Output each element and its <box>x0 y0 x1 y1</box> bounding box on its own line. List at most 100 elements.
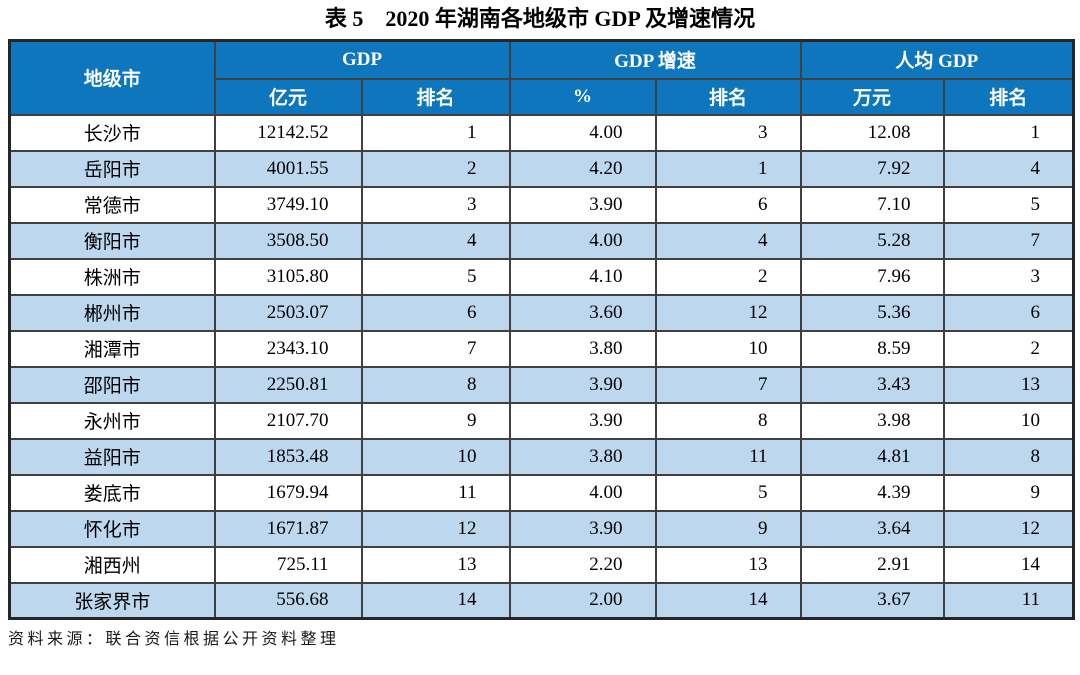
value-cell: 4 <box>654 221 802 260</box>
table-row: 娄底市 1679.94 11 4.00 5 4.39 9 <box>8 473 1075 512</box>
value-cell: 12 <box>654 293 802 332</box>
city-cell: 娄底市 <box>8 473 216 512</box>
value-cell: 1 <box>942 113 1075 152</box>
value-cell: 3749.10 <box>213 185 363 224</box>
value-cell: 7 <box>654 365 802 404</box>
value-cell: 2.00 <box>508 581 657 620</box>
column-header-gdp: GDP <box>213 39 511 80</box>
value-cell: 10 <box>942 401 1075 440</box>
table-row: 邵阳市 2250.81 8 3.90 7 3.43 13 <box>8 365 1075 404</box>
table-row: 岳阳市 4001.55 2 4.20 1 7.92 4 <box>8 149 1075 188</box>
value-cell: 13 <box>942 365 1075 404</box>
value-cell: 6 <box>654 185 802 224</box>
table-row: 湘西州 725.11 13 2.20 13 2.91 14 <box>8 545 1075 584</box>
value-cell: 4.00 <box>508 113 657 152</box>
value-cell: 2 <box>942 329 1075 368</box>
value-cell: 3.98 <box>799 401 945 440</box>
value-cell: 3.67 <box>799 581 945 620</box>
value-cell: 1853.48 <box>213 437 363 476</box>
table-row: 永州市 2107.70 9 3.90 8 3.98 10 <box>8 401 1075 440</box>
value-cell: 3 <box>360 185 511 224</box>
value-cell: 5 <box>942 185 1075 224</box>
value-cell: 2 <box>360 149 511 188</box>
table-row: 常德市 3749.10 3 3.90 6 7.10 5 <box>8 185 1075 224</box>
value-cell: 2503.07 <box>213 293 363 332</box>
value-cell: 556.68 <box>213 581 363 620</box>
value-cell: 4 <box>942 149 1075 188</box>
value-cell: 1671.87 <box>213 509 363 548</box>
value-cell: 8.59 <box>799 329 945 368</box>
value-cell: 4 <box>360 221 511 260</box>
value-cell: 11 <box>360 473 511 512</box>
city-cell: 岳阳市 <box>8 149 216 188</box>
value-cell: 9 <box>360 401 511 440</box>
value-cell: 3.90 <box>508 509 657 548</box>
value-cell: 7.92 <box>799 149 945 188</box>
value-cell: 12 <box>360 509 511 548</box>
value-cell: 2 <box>654 257 802 296</box>
value-cell: 4.20 <box>508 149 657 188</box>
city-cell: 湘西州 <box>8 545 216 584</box>
value-cell: 3508.50 <box>213 221 363 260</box>
value-cell: 2.91 <box>799 545 945 584</box>
value-cell: 14 <box>360 581 511 620</box>
value-cell: 6 <box>942 293 1075 332</box>
city-cell: 怀化市 <box>8 509 216 548</box>
value-cell: 3.64 <box>799 509 945 548</box>
value-cell: 4.39 <box>799 473 945 512</box>
value-cell: 7 <box>360 329 511 368</box>
table-row: 湘潭市 2343.10 7 3.80 10 8.59 2 <box>8 329 1075 368</box>
value-cell: 14 <box>942 545 1075 584</box>
table-row: 株洲市 3105.80 5 4.10 2 7.96 3 <box>8 257 1075 296</box>
value-cell: 6 <box>360 293 511 332</box>
value-cell: 4.00 <box>508 473 657 512</box>
table-row: 衡阳市 3508.50 4 4.00 4 5.28 7 <box>8 221 1075 260</box>
value-cell: 3.90 <box>508 185 657 224</box>
city-cell: 长沙市 <box>8 113 216 152</box>
city-cell: 郴州市 <box>8 293 216 332</box>
value-cell: 1679.94 <box>213 473 363 512</box>
value-cell: 2343.10 <box>213 329 363 368</box>
table-row: 益阳市 1853.48 10 3.80 11 4.81 8 <box>8 437 1075 476</box>
city-cell: 常德市 <box>8 185 216 224</box>
value-cell: 4001.55 <box>213 149 363 188</box>
value-cell: 3.43 <box>799 365 945 404</box>
value-cell: 3.80 <box>508 437 657 476</box>
table-row: 长沙市 12142.52 1 4.00 3 12.08 1 <box>8 113 1075 152</box>
value-cell: 10 <box>360 437 511 476</box>
value-cell: 9 <box>654 509 802 548</box>
value-cell: 3 <box>942 257 1075 296</box>
value-cell: 1 <box>360 113 511 152</box>
table-body: 长沙市 12142.52 1 4.00 3 12.08 1 岳阳市 4001.55 2 4.20 1 7… <box>8 113 1075 620</box>
value-cell: 12 <box>942 509 1075 548</box>
value-cell: 3.60 <box>508 293 657 332</box>
column-header-per-capita-rank: 排名 <box>942 77 1075 116</box>
value-cell: 3105.80 <box>213 257 363 296</box>
column-header-city: 地级市 <box>8 39 216 116</box>
table-header: 地级市 GDP GDP 增速 人均 GDP 亿元 排名 % 排名 万元 排名 <box>8 39 1075 116</box>
city-cell: 邵阳市 <box>8 365 216 404</box>
table-row: 怀化市 1671.87 12 3.90 9 3.64 12 <box>8 509 1075 548</box>
city-cell: 永州市 <box>8 401 216 440</box>
gdp-table: 地级市 GDP GDP 增速 人均 GDP 亿元 排名 % 排名 万元 排名 长… <box>8 39 1076 620</box>
value-cell: 9 <box>942 473 1075 512</box>
column-header-gdp-rank: 排名 <box>360 77 511 116</box>
table-row: 郴州市 2503.07 6 3.60 12 5.36 6 <box>8 293 1075 332</box>
city-cell: 张家界市 <box>8 581 216 620</box>
value-cell: 13 <box>654 545 802 584</box>
value-cell: 2107.70 <box>213 401 363 440</box>
column-header-per-capita-unit: 万元 <box>799 77 945 116</box>
value-cell: 4.81 <box>799 437 945 476</box>
value-cell: 5 <box>360 257 511 296</box>
value-cell: 1 <box>654 149 802 188</box>
value-cell: 8 <box>942 437 1075 476</box>
value-cell: 3 <box>654 113 802 152</box>
table-row: 张家界市 556.68 14 2.00 14 3.67 11 <box>8 581 1075 620</box>
value-cell: 12.08 <box>799 113 945 152</box>
value-cell: 725.11 <box>213 545 363 584</box>
value-cell: 7.96 <box>799 257 945 296</box>
city-cell: 株洲市 <box>8 257 216 296</box>
value-cell: 4.00 <box>508 221 657 260</box>
column-header-gdp-per-capita: 人均 GDP <box>799 39 1075 80</box>
